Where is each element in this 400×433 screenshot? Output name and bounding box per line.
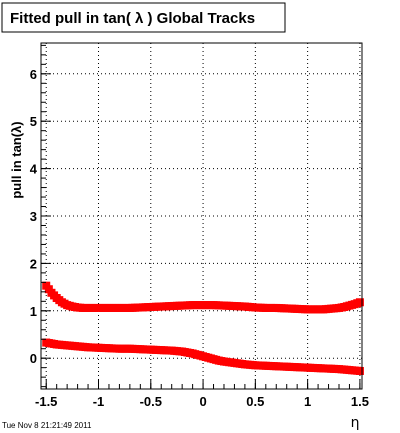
x-tick-label: 0.5 <box>246 394 264 409</box>
y-tick-label: 2 <box>30 256 37 271</box>
y-tick-label: 0 <box>30 351 37 366</box>
title-box: Fitted pull in tan( λ ) Global Tracks <box>1 2 286 33</box>
data-point <box>355 366 364 375</box>
data-point <box>355 298 364 307</box>
x-tick-label: 0 <box>199 394 206 409</box>
y-tick-label: 4 <box>30 162 38 177</box>
y-axis-label: pull in tan(λ) <box>9 121 24 198</box>
series-1 <box>42 281 364 314</box>
x-tick-label: 1 <box>304 394 311 409</box>
y-tick-label: 3 <box>30 209 37 224</box>
y-tick-label: 6 <box>30 67 37 82</box>
series-2 <box>42 338 364 375</box>
x-tick-label: -1 <box>93 394 105 409</box>
x-tick-label: 1.5 <box>351 394 369 409</box>
x-axis-label: η <box>351 415 360 431</box>
x-tick-label: -1.5 <box>35 394 57 409</box>
y-tick-label: 5 <box>30 114 37 129</box>
y-tick-label: 1 <box>30 304 37 319</box>
data-points <box>42 281 364 375</box>
axes: -1.5 -1 -0.5 0 0.5 1 1.5 0 1 2 3 4 5 6 <box>30 42 369 409</box>
grid <box>41 43 362 389</box>
timestamp: Tue Nov 8 21:21:49 2011 <box>2 421 92 430</box>
chart-title: Fitted pull in tan( λ ) Global Tracks <box>10 10 255 27</box>
x-tick-label: -0.5 <box>140 394 162 409</box>
